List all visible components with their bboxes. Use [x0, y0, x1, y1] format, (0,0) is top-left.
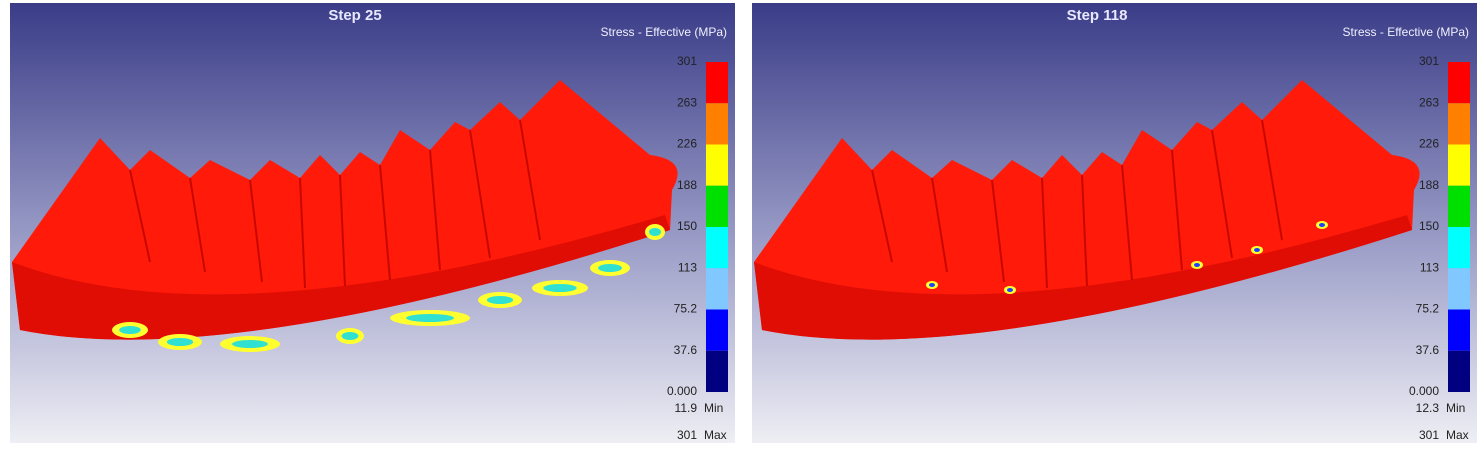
scale-label: 150 — [677, 219, 697, 233]
scale-label: 226 — [1419, 137, 1439, 151]
result-panel: Step 25 Stress - Effective (MPa) 301 263 226… — [10, 3, 735, 443]
stress-zone — [543, 284, 577, 292]
max-value: 301 — [677, 428, 697, 442]
stress-zone — [341, 332, 359, 340]
stress-zone — [166, 338, 194, 346]
stress-zone — [406, 314, 454, 322]
legend-band — [706, 227, 728, 269]
legend-band — [1448, 185, 1470, 227]
stress-zone — [649, 228, 661, 236]
legend-band — [706, 103, 728, 145]
stress-zone — [1254, 248, 1260, 252]
legend-band — [1448, 309, 1470, 351]
legend-band — [1448, 103, 1470, 145]
legend-band — [1448, 350, 1470, 392]
stress-zone — [929, 283, 935, 287]
legend-band — [706, 185, 728, 227]
step-title: Step 25 — [328, 7, 381, 24]
stress-zone — [1319, 223, 1325, 227]
min-label: Min — [704, 401, 723, 415]
scale-label: 188 — [1419, 178, 1439, 192]
scale-label: 0.000 — [1409, 384, 1439, 398]
stress-zone — [598, 264, 622, 272]
stress-zone — [119, 326, 141, 334]
legend-band — [1448, 144, 1470, 186]
max-value: 301 — [1419, 428, 1439, 442]
step-title: Step 118 — [1067, 7, 1128, 24]
legend-band — [706, 309, 728, 351]
max-label: Max — [704, 428, 727, 442]
scale-label: 301 — [1419, 54, 1439, 68]
legend-band — [706, 144, 728, 186]
legend-band — [706, 350, 728, 392]
scale-label: 113 — [1420, 260, 1439, 274]
scale-label: 37.6 — [674, 343, 698, 357]
scale-label: 226 — [677, 137, 697, 151]
scale-label: 0.000 — [667, 384, 697, 398]
stress-zone — [486, 296, 514, 304]
scale-label: 150 — [1419, 219, 1439, 233]
scale-label: 75.2 — [1416, 302, 1440, 316]
legend-band — [1448, 268, 1470, 310]
scale-label: 263 — [677, 95, 697, 109]
min-value: 11.9 — [675, 401, 698, 415]
scale-label: 37.6 — [1416, 343, 1440, 357]
result-panel: Step 118 Stress - Effective (MPa) 301 263 22… — [752, 3, 1477, 443]
scale-label: 113 — [678, 260, 697, 274]
legend-band — [1448, 227, 1470, 269]
stress-zone — [1007, 288, 1013, 292]
legend-title: Stress - Effective (MPa) — [601, 25, 727, 39]
scale-label: 263 — [1419, 95, 1439, 109]
max-label: Max — [1446, 428, 1469, 442]
legend-band — [706, 62, 728, 104]
stress-zone — [1194, 263, 1200, 267]
scale-label: 301 — [677, 54, 697, 68]
legend-band — [706, 268, 728, 310]
scale-label: 75.2 — [674, 302, 698, 316]
legend-band — [1448, 62, 1470, 104]
stress-zone — [232, 340, 268, 348]
min-label: Min — [1446, 401, 1465, 415]
scale-label: 188 — [677, 178, 697, 192]
legend-title: Stress - Effective (MPa) — [1343, 25, 1469, 39]
min-value: 12.3 — [1416, 401, 1440, 415]
